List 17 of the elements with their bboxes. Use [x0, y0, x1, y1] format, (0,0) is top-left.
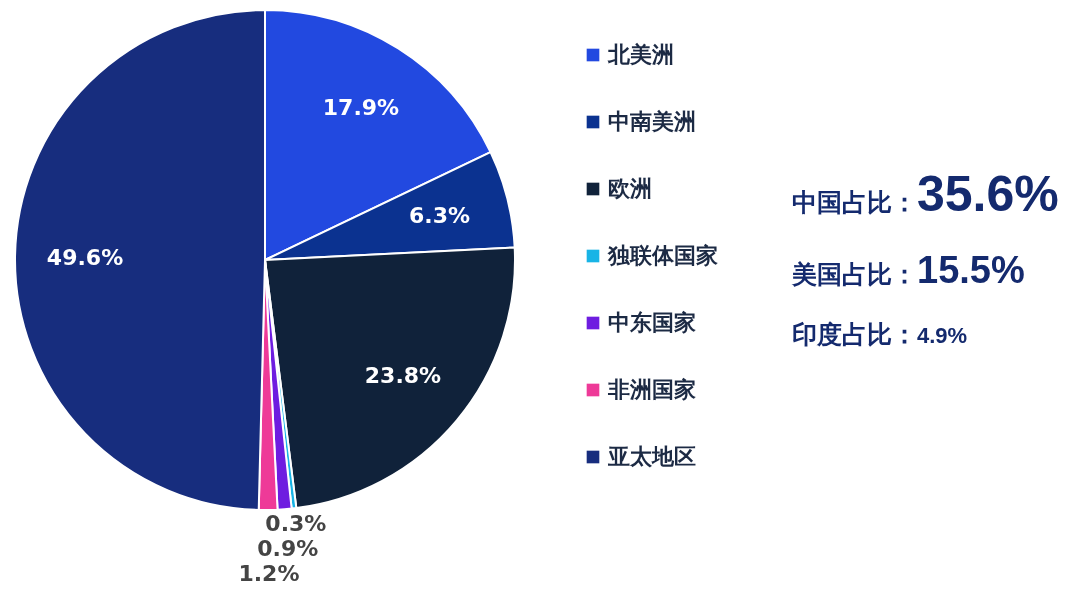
data-label: 0.9% — [257, 536, 319, 562]
text: 美国占比：15.5% — [792, 249, 1025, 292]
legend-label: 中南美洲 — [608, 109, 696, 134]
data-label: 23.8% — [364, 362, 442, 388]
legend-label: 非洲国家 — [607, 377, 696, 402]
legend-label: 北美洲 — [607, 42, 674, 67]
legend-label: 独联体国家 — [607, 243, 718, 268]
legend-label: 欧洲 — [608, 176, 652, 201]
data-label: 1.2% — [238, 560, 300, 586]
legend-label: 中东国家 — [608, 310, 696, 335]
data-label: 6.3% — [408, 202, 470, 228]
legend-label: 亚太地区 — [607, 444, 696, 469]
data-label: 49.6% — [46, 244, 124, 270]
data-label: 17.9% — [322, 94, 400, 120]
data-label: 0.3% — [265, 511, 327, 537]
text: 中国占比：35.6% — [792, 165, 1059, 223]
text: 印度占比：4.9% — [792, 319, 968, 351]
